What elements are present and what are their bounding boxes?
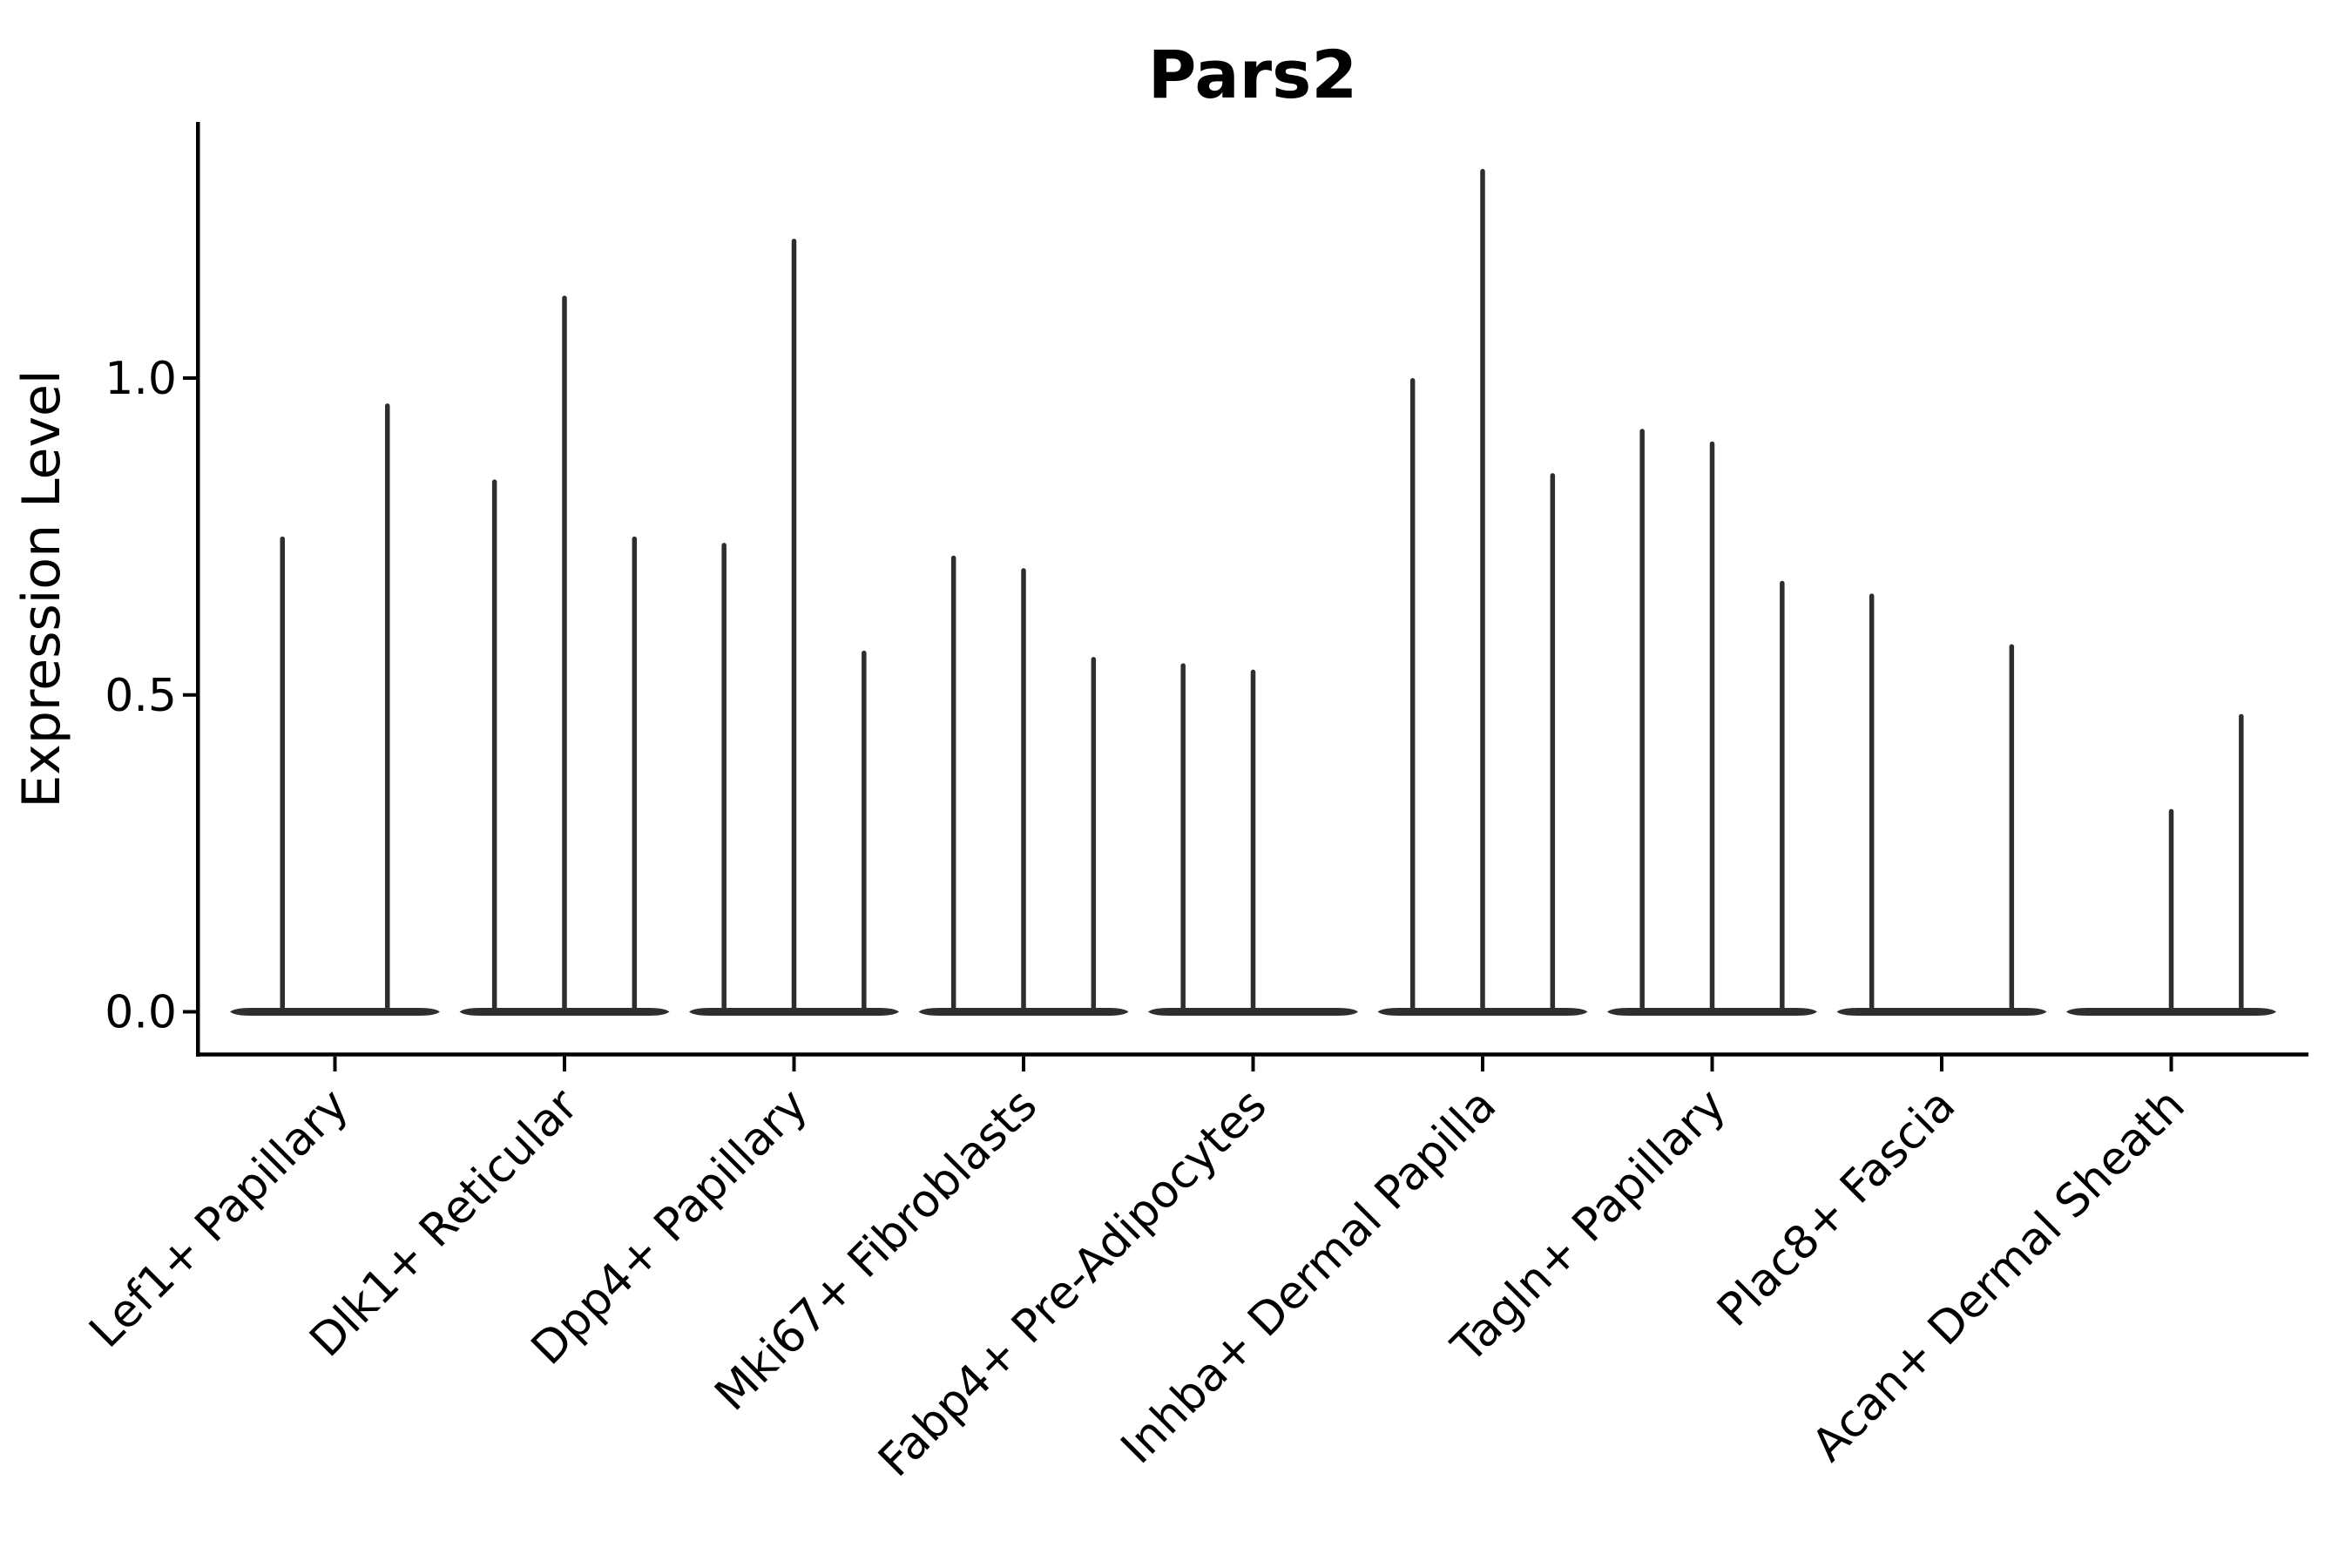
violin-group	[1377, 168, 1588, 1016]
violin-group	[689, 238, 899, 1016]
y-tick-label: 0.5	[105, 670, 177, 722]
y-tick-label: 1.0	[105, 353, 177, 405]
violin-baseline	[1836, 1008, 2047, 1016]
x-tick-label: Acan+ Dermal Sheath	[1802, 1079, 2195, 1472]
violin-group	[1836, 593, 2047, 1016]
plot-title: Pars2	[1148, 36, 1358, 113]
violin-group	[230, 403, 440, 1016]
x-tick-label: Fabp4+ Pre-Adipocytes	[868, 1079, 1276, 1487]
violin-baseline	[230, 1008, 440, 1016]
x-tick-label: Plac8+ Fascia	[1707, 1079, 1965, 1337]
y-tick-label: 0.0	[105, 987, 177, 1039]
violin-group	[1148, 663, 1358, 1016]
violins-layer	[230, 168, 2276, 1016]
x-axis-spine	[196, 1052, 2308, 1057]
violin-group	[918, 555, 1129, 1016]
violin-group	[2066, 713, 2276, 1016]
violin-group	[1607, 429, 1817, 1016]
y-axis-spine	[196, 122, 200, 1057]
x-tick-label: Inhba+ Dermal Papilla	[1112, 1079, 1506, 1474]
violin-group	[459, 295, 670, 1016]
y-axis-label: Expression Level	[11, 369, 72, 808]
